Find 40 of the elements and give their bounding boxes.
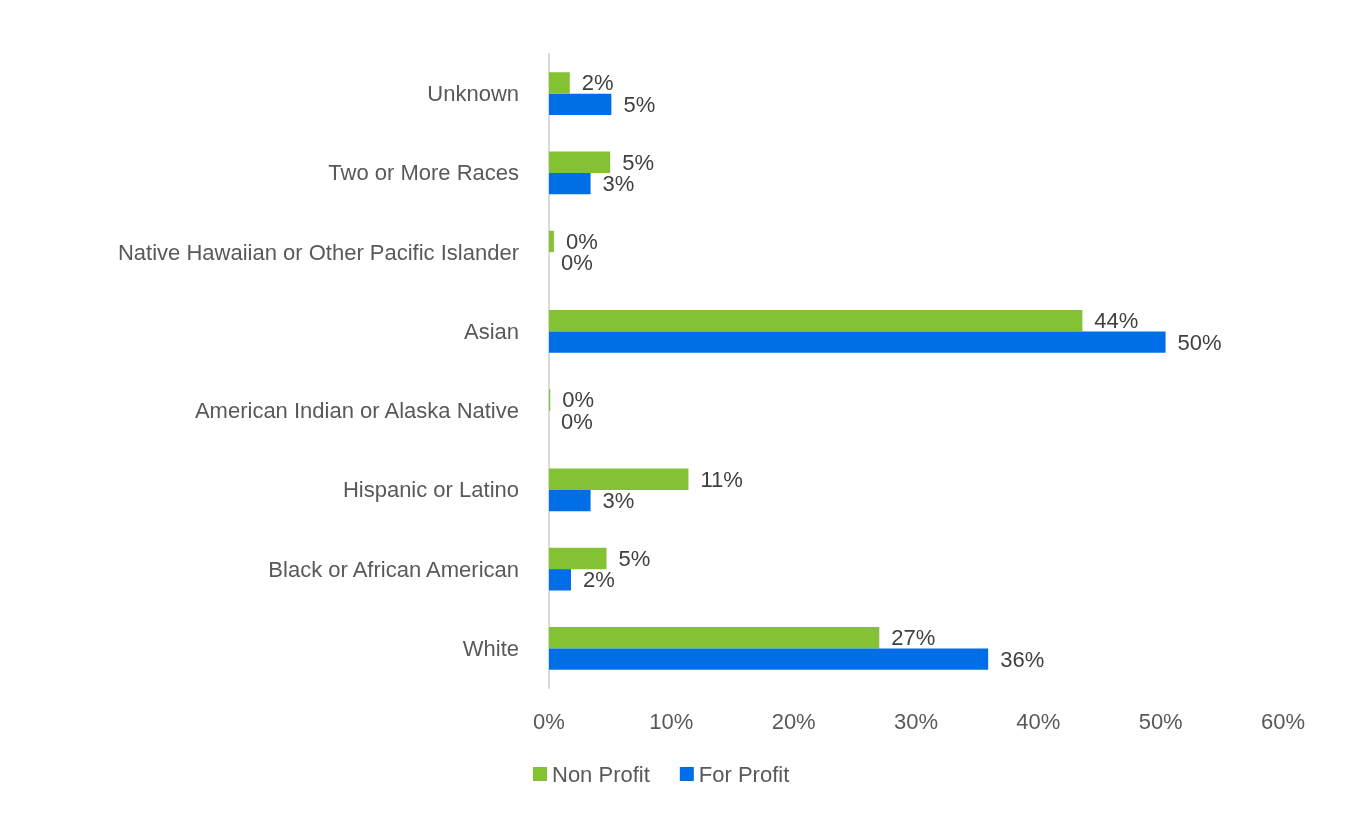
y-tick-label: Asian xyxy=(463,318,519,344)
data-label: 5% xyxy=(618,545,651,571)
bar xyxy=(549,72,570,94)
bar xyxy=(549,230,554,253)
bar xyxy=(549,547,607,570)
bar xyxy=(549,648,989,670)
y-tick-label: White xyxy=(462,635,519,661)
data-label: 11% xyxy=(700,466,743,492)
data-label: 27% xyxy=(891,625,936,651)
bar xyxy=(549,468,689,490)
y-tick-label: Native Hawaiian or Other Pacific Islander xyxy=(117,239,519,265)
bar xyxy=(549,569,572,591)
bar xyxy=(549,626,880,649)
data-label: 2% xyxy=(581,70,614,96)
y-tick-label: Unknown xyxy=(427,81,519,107)
y-tick-label: Black or African American xyxy=(268,556,519,582)
data-label: 36% xyxy=(1000,646,1045,672)
data-label: 2% xyxy=(583,567,615,593)
bar xyxy=(549,331,1166,353)
x-tick-label: 30% xyxy=(893,708,939,734)
data-label: 3% xyxy=(602,488,635,514)
x-tick-label: 0% xyxy=(533,708,565,734)
bar xyxy=(549,309,1083,332)
y-tick-label: Hispanic or Latino xyxy=(342,477,519,503)
bar xyxy=(549,489,591,512)
x-tick-label: 20% xyxy=(771,708,816,734)
y-tick-label: American Indian or Alaska Native xyxy=(194,398,519,424)
bar xyxy=(549,93,612,116)
data-label: 44% xyxy=(1094,308,1139,334)
x-tick-label: 40% xyxy=(1016,708,1061,734)
x-tick-label: 60% xyxy=(1260,708,1306,734)
bar xyxy=(549,151,611,173)
data-label: 50% xyxy=(1177,329,1222,355)
data-label: 5% xyxy=(623,91,656,117)
bar xyxy=(549,172,591,195)
legend-label: For Profit xyxy=(698,761,790,787)
y-tick-label: Two or More Races xyxy=(328,160,519,186)
x-tick-label: 10% xyxy=(649,708,694,734)
legend-label: Non Profit xyxy=(552,761,650,787)
x-tick-label: 50% xyxy=(1138,708,1183,734)
